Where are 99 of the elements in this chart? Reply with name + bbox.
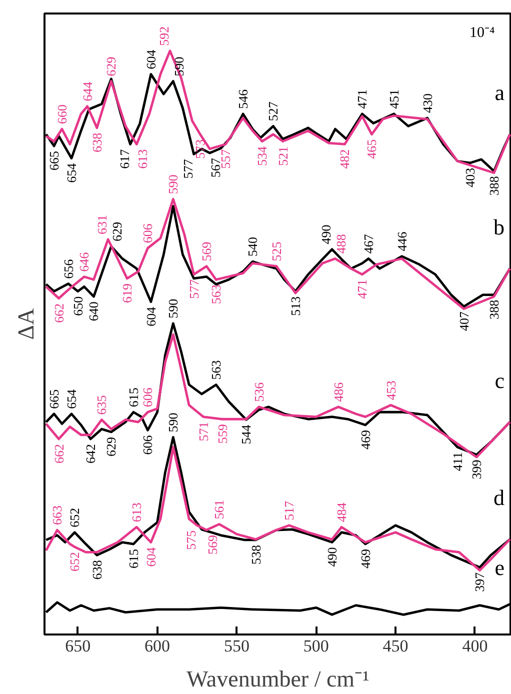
annotation: 482 (337, 149, 352, 169)
annotation: 407 (456, 310, 472, 331)
annotation: 569 (205, 535, 220, 555)
annotation: 652 (67, 508, 82, 528)
annotation: 486 (330, 382, 346, 402)
annotation: 471 (354, 279, 370, 299)
annotation: 646 (76, 252, 92, 272)
series-label: b (493, 214, 504, 240)
annotation: 577 (186, 278, 202, 299)
series-label: a (494, 80, 505, 106)
series-label: c (494, 368, 505, 393)
annotation: 569 (199, 242, 214, 262)
y-axis-title: ΔA (14, 308, 38, 340)
annotation: 513 (288, 296, 303, 316)
annotation: 536 (251, 382, 266, 402)
annotation: 544 (238, 424, 254, 444)
annotation: 525 (268, 242, 284, 262)
annotation: 629 (104, 436, 119, 456)
annotation: 563 (208, 284, 224, 304)
annotation: 644 (80, 81, 95, 102)
annotation: 590 (172, 56, 187, 76)
annotation: 606 (140, 223, 156, 244)
annotation: 573 (192, 139, 208, 159)
annotation: 546 (236, 88, 251, 109)
annotation: 650 (70, 296, 86, 316)
annotation: 642 (83, 444, 98, 464)
annotation: 467 (361, 234, 376, 254)
annotation: 640 (86, 302, 102, 322)
annotation: 619 (120, 283, 135, 303)
annotation: 521 (275, 146, 290, 166)
annotation: 606 (140, 387, 156, 408)
annotation: 652 (67, 552, 82, 572)
annotation: 411 (450, 452, 465, 472)
annotation: 577 (180, 158, 196, 179)
annotation: 388 (486, 176, 502, 196)
annotation: 451 (386, 89, 402, 109)
annotation: 534 (254, 146, 270, 166)
annotation: 604 (143, 546, 158, 567)
x-tick-label: 450 (382, 636, 408, 656)
annotation: 654 (64, 162, 80, 183)
annotation: 527 (266, 101, 281, 122)
x-tick-label: 500 (303, 636, 329, 656)
annotation: 469 (358, 549, 373, 569)
annotation: 604 (143, 306, 158, 326)
annotation: 590 (166, 174, 181, 194)
x-tick-label: 600 (144, 636, 170, 656)
annotation: 590 (166, 412, 181, 432)
annotation: 635 (94, 395, 110, 415)
annotation: 446 (394, 231, 410, 252)
annotation: 665 (46, 389, 62, 409)
annotation: 484 (334, 502, 350, 522)
annotation: 430 (420, 93, 435, 113)
x-tick-label: 550 (224, 636, 250, 656)
annotation: 663 (50, 506, 65, 526)
annotation: 399 (469, 460, 484, 480)
annotation: 638 (89, 560, 104, 580)
text: 10⁻⁴ (469, 25, 495, 42)
annotation: 665 (46, 150, 62, 170)
annotation: 631 (94, 214, 110, 234)
x-tick-label: 650 (65, 636, 91, 656)
annotation: 615 (126, 388, 141, 408)
annotation: 538 (248, 544, 264, 564)
annotation: 662 (51, 444, 66, 464)
annotation: 490 (318, 224, 334, 244)
annotation: 571 (196, 422, 211, 442)
annotation: 453 (383, 380, 398, 400)
annotation: 559 (214, 424, 230, 444)
series-label: e (494, 554, 504, 580)
x-axis-title: Wavenumber / cm⁻¹ (186, 666, 370, 692)
annotation: 592 (156, 26, 172, 46)
annotation: 397 (472, 572, 488, 592)
annotation: 613 (135, 149, 150, 169)
annotation: 471 (354, 89, 370, 109)
annotation: 613 (129, 502, 144, 522)
x-tick-label: 400 (462, 636, 488, 656)
annotation: 517 (282, 500, 297, 520)
series-label: d (493, 485, 504, 510)
annotation: 606 (140, 434, 156, 455)
annotation: 604 (143, 49, 158, 70)
annotation: 654 (64, 388, 80, 409)
annotation: 388 (486, 300, 502, 320)
annotation: 563 (208, 360, 224, 380)
annotation: 465 (364, 139, 380, 159)
annotation: 403 (462, 168, 478, 188)
annotation: 660 (54, 104, 70, 124)
annotation: 629 (110, 222, 125, 242)
annotation: 540 (245, 237, 260, 257)
annotation: 662 (51, 303, 66, 323)
annotation: 656 (60, 258, 76, 279)
annotation: 629 (104, 56, 119, 76)
annotation: 590 (166, 298, 181, 318)
annotation: 490 (324, 547, 340, 567)
annotation: 575 (183, 530, 198, 550)
annotation: 469 (358, 430, 373, 450)
annotation: 617 (116, 148, 132, 169)
annotation: 615 (126, 549, 141, 569)
annotation: 488 (334, 234, 349, 254)
annotation: 561 (212, 500, 227, 520)
annotation: 638 (89, 132, 104, 152)
